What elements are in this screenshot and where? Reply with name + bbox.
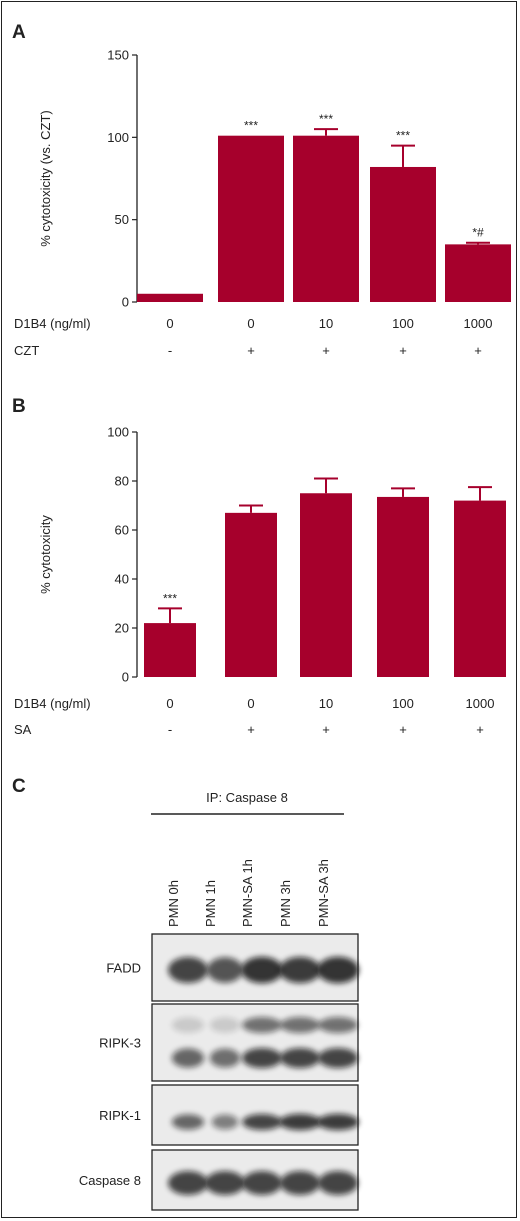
- y-tick-label: 150: [107, 48, 129, 63]
- blot-row-label: RIPK-3: [99, 1036, 141, 1051]
- ip-label: IP: Caspase 8: [206, 790, 288, 805]
- bar: [377, 496, 429, 677]
- panel-letter-c: C: [12, 776, 26, 797]
- treatment-label: +: [399, 343, 407, 358]
- significance-label: ***: [396, 129, 410, 143]
- bar: [218, 135, 284, 302]
- row-label-treatment: SA: [14, 722, 32, 737]
- treatment-label: +: [322, 722, 330, 737]
- y-tick-label: 20: [115, 621, 129, 636]
- blot-row-label: RIPK-1: [99, 1108, 141, 1123]
- treatment-label: +: [322, 343, 330, 358]
- y-tick-label: 0: [122, 295, 129, 310]
- treatment-label: -: [168, 722, 172, 737]
- blot-strip: [151, 1003, 359, 1082]
- y-tick-label: 80: [115, 474, 129, 489]
- blot-band: [280, 1017, 320, 1033]
- blot-band: [206, 957, 244, 983]
- blot-band: [317, 1113, 359, 1131]
- row-label-dose: D1B4 (ng/ml): [14, 696, 91, 711]
- treatment-label: +: [247, 722, 255, 737]
- lane-label: PMN-SA 1h: [240, 859, 255, 927]
- treatment-label: -: [168, 343, 172, 358]
- category-label: 0: [166, 696, 173, 711]
- bar: [300, 493, 352, 677]
- category-label: 10: [319, 696, 333, 711]
- y-tick-label: 40: [115, 572, 129, 587]
- blot-band: [318, 1171, 358, 1195]
- blot-band: [209, 1017, 241, 1033]
- blot-band: [209, 1048, 241, 1068]
- blot-band: [242, 1114, 282, 1130]
- category-label: 0: [247, 696, 254, 711]
- row-label-dose: D1B4 (ng/ml): [14, 316, 91, 331]
- significance-label: ***: [319, 112, 333, 126]
- blot-band: [205, 1171, 245, 1195]
- category-label: 100: [392, 696, 414, 711]
- blot-band: [280, 1048, 320, 1068]
- y-tick-label: 60: [115, 523, 129, 538]
- bar: [370, 166, 436, 302]
- blot-band: [318, 1017, 358, 1033]
- y-tick-label: 100: [107, 130, 129, 145]
- blot-row-label: Caspase 8: [79, 1173, 141, 1188]
- blot-band: [168, 957, 208, 983]
- category-label: 0: [247, 316, 254, 331]
- blot-row-label: FADD: [106, 961, 141, 976]
- blot-band: [279, 1113, 321, 1131]
- treatment-label: +: [476, 722, 484, 737]
- panel-letter-b: B: [12, 396, 26, 417]
- chart-b: 0 20 40 60 80 100 % cytotoxicity *** 0 - 0 +10 +100 +…: [14, 425, 506, 737]
- lane-label: PMN 3h: [278, 880, 293, 927]
- treatment-label: +: [247, 343, 255, 358]
- y-axis-label: % cytotoxicity: [38, 515, 53, 594]
- chart-a: 0 50 100 150 % cytotoxicity (vs. CZT) 0 - *** 0 +…: [14, 48, 511, 358]
- blot-band: [242, 1171, 282, 1195]
- western-blot: IP: Caspase 8 PMN 0h PMN 1h PMN-SA 1h PMN 3h…: [79, 790, 359, 1211]
- treatment-label: +: [474, 343, 482, 358]
- significance-label: ***: [244, 119, 258, 133]
- y-tick-label: 100: [107, 425, 129, 440]
- blot-band: [168, 1171, 208, 1195]
- blot-band: [279, 956, 321, 984]
- blot-band: [318, 1048, 358, 1068]
- bar: [454, 500, 506, 677]
- category-label: 1000: [464, 316, 493, 331]
- category-label: 0: [166, 316, 173, 331]
- y-tick-label: 50: [115, 212, 129, 227]
- y-tick-label: 0: [122, 670, 129, 685]
- category-label: 1000: [466, 696, 495, 711]
- bar: [137, 293, 203, 302]
- panel-letter-a: A: [12, 22, 26, 43]
- bar: [445, 244, 511, 302]
- blot-band: [280, 1171, 320, 1195]
- lane-label: PMN-SA 3h: [316, 859, 331, 927]
- blot-band: [211, 1114, 239, 1130]
- blot-band: [171, 1114, 205, 1130]
- lane-label: PMN 1h: [203, 880, 218, 927]
- blot-band: [171, 1017, 205, 1033]
- row-label-treatment: CZT: [14, 343, 39, 358]
- blot-band: [242, 1048, 282, 1068]
- blot-band: [241, 956, 283, 984]
- bar: [225, 512, 277, 677]
- bar: [293, 135, 359, 302]
- lane-label: PMN 0h: [166, 880, 181, 927]
- significance-label: *#: [472, 226, 484, 240]
- blot-band: [171, 1048, 205, 1068]
- blot-band: [317, 956, 359, 984]
- category-label: 100: [392, 316, 414, 331]
- y-axis-label: % cytotoxicity (vs. CZT): [38, 110, 53, 247]
- category-label: 10: [319, 316, 333, 331]
- significance-label: ***: [163, 591, 177, 605]
- blot-band: [242, 1017, 282, 1033]
- treatment-label: +: [399, 722, 407, 737]
- bar: [144, 623, 196, 677]
